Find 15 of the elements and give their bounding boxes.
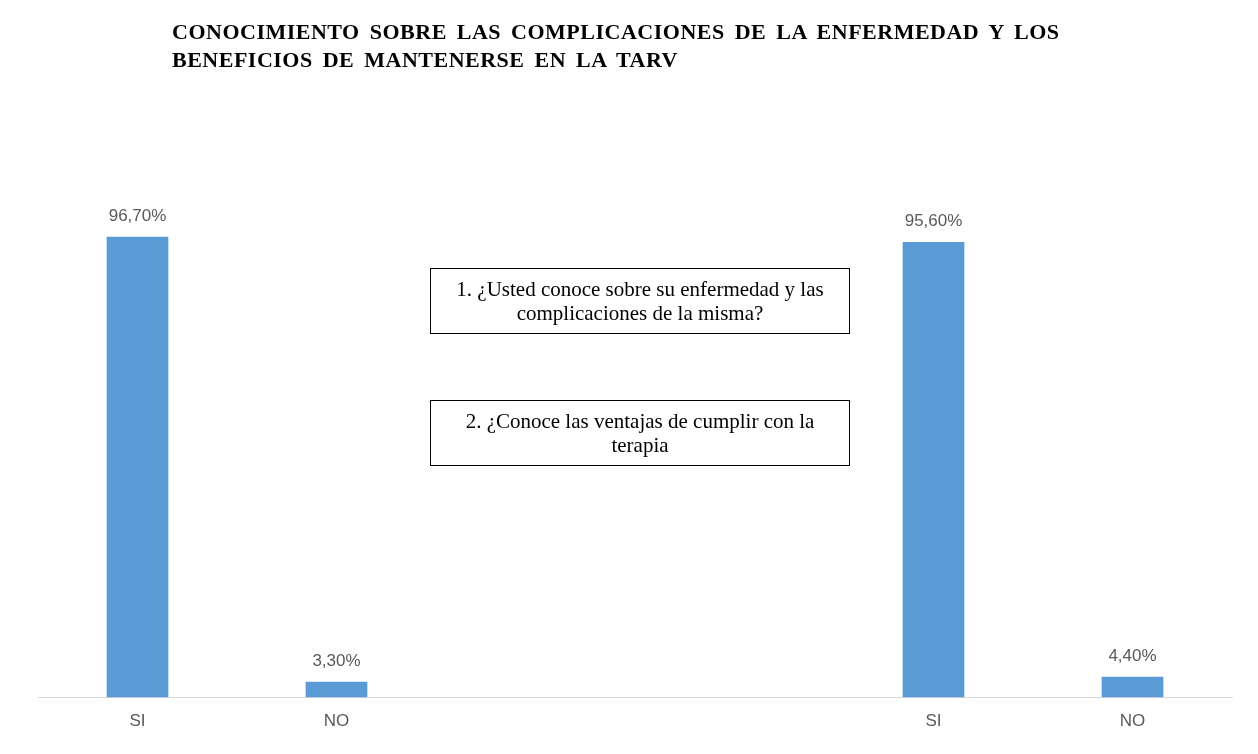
annotation: 1. ¿Usted conoce sobre su enfermedad y las complicaciones de la misma?: [430, 268, 850, 334]
data-label: 3,30%: [312, 651, 361, 671]
annotation: 2. ¿Conoce las ventajas de cumplir con la terapia: [430, 400, 850, 466]
bar: [305, 681, 368, 698]
bar: [1101, 676, 1164, 698]
data-label: 4,40%: [1108, 645, 1157, 665]
data-label: 96,70%: [108, 205, 167, 225]
x-tick-label: NO: [323, 711, 350, 731]
chart-title: CONOCIMIENTO SOBRE LAS COMPLICACIONES DE LA ENFERMEDAD Y LOS BENEFICIOS DE MANTENERSE EN LA TARV: [172, 18, 1061, 74]
x-tick-label: SI: [129, 711, 146, 731]
bar: [106, 236, 169, 698]
x-tick-label: NO: [1119, 711, 1146, 731]
bar: [902, 241, 965, 698]
x-tick-label: SI: [925, 711, 942, 731]
data-label: 95,60%: [904, 211, 963, 231]
